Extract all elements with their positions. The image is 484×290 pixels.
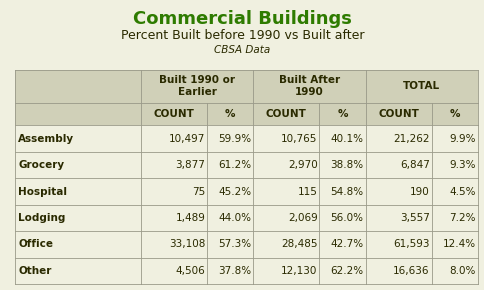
Text: 28,485: 28,485 — [281, 240, 317, 249]
Text: CBSA Data: CBSA Data — [214, 45, 270, 55]
Text: 33,108: 33,108 — [168, 240, 205, 249]
Text: 42.7%: 42.7% — [330, 240, 363, 249]
Text: COUNT: COUNT — [265, 109, 306, 119]
Text: 4.5%: 4.5% — [448, 186, 475, 197]
Text: TOTAL: TOTAL — [402, 81, 439, 91]
Text: 56.0%: 56.0% — [330, 213, 363, 223]
Text: Hospital: Hospital — [18, 186, 67, 197]
Text: 59.9%: 59.9% — [218, 134, 251, 144]
Text: COUNT: COUNT — [378, 109, 418, 119]
Text: Office: Office — [18, 240, 53, 249]
Text: 12,130: 12,130 — [281, 266, 317, 276]
Text: %: % — [225, 109, 235, 119]
Text: %: % — [449, 109, 459, 119]
Text: 190: 190 — [409, 186, 429, 197]
Text: 54.8%: 54.8% — [330, 186, 363, 197]
Text: Built 1990 or
Earlier: Built 1990 or Earlier — [159, 75, 235, 97]
Text: 75: 75 — [192, 186, 205, 197]
Text: 3,877: 3,877 — [175, 160, 205, 170]
Text: 61,593: 61,593 — [393, 240, 429, 249]
Text: 12.4%: 12.4% — [442, 240, 475, 249]
Text: 4,506: 4,506 — [175, 266, 205, 276]
Text: 16,636: 16,636 — [393, 266, 429, 276]
Text: 37.8%: 37.8% — [218, 266, 251, 276]
Text: Other: Other — [18, 266, 52, 276]
Text: 38.8%: 38.8% — [330, 160, 363, 170]
Text: 57.3%: 57.3% — [218, 240, 251, 249]
Text: 9.3%: 9.3% — [448, 160, 475, 170]
Text: Grocery: Grocery — [18, 160, 64, 170]
Text: Lodging: Lodging — [18, 213, 66, 223]
Text: %: % — [336, 109, 347, 119]
Text: Assembly: Assembly — [18, 134, 75, 144]
Text: 8.0%: 8.0% — [449, 266, 475, 276]
Text: 1,489: 1,489 — [175, 213, 205, 223]
Text: Built After
1990: Built After 1990 — [278, 75, 339, 97]
Text: 10,765: 10,765 — [281, 134, 317, 144]
Text: 2,069: 2,069 — [287, 213, 317, 223]
Text: 44.0%: 44.0% — [218, 213, 251, 223]
Text: 6,847: 6,847 — [399, 160, 429, 170]
Text: 10,497: 10,497 — [168, 134, 205, 144]
Text: 61.2%: 61.2% — [218, 160, 251, 170]
Text: 7.2%: 7.2% — [448, 213, 475, 223]
Text: 3,557: 3,557 — [399, 213, 429, 223]
Text: Commercial Buildings: Commercial Buildings — [133, 10, 351, 28]
Text: 9.9%: 9.9% — [448, 134, 475, 144]
Text: COUNT: COUNT — [153, 109, 194, 119]
Text: 45.2%: 45.2% — [218, 186, 251, 197]
Text: 115: 115 — [297, 186, 317, 197]
Text: 2,970: 2,970 — [287, 160, 317, 170]
Text: 62.2%: 62.2% — [330, 266, 363, 276]
Text: 21,262: 21,262 — [393, 134, 429, 144]
Text: Percent Built before 1990 vs Built after: Percent Built before 1990 vs Built after — [121, 29, 363, 42]
Text: 40.1%: 40.1% — [330, 134, 363, 144]
